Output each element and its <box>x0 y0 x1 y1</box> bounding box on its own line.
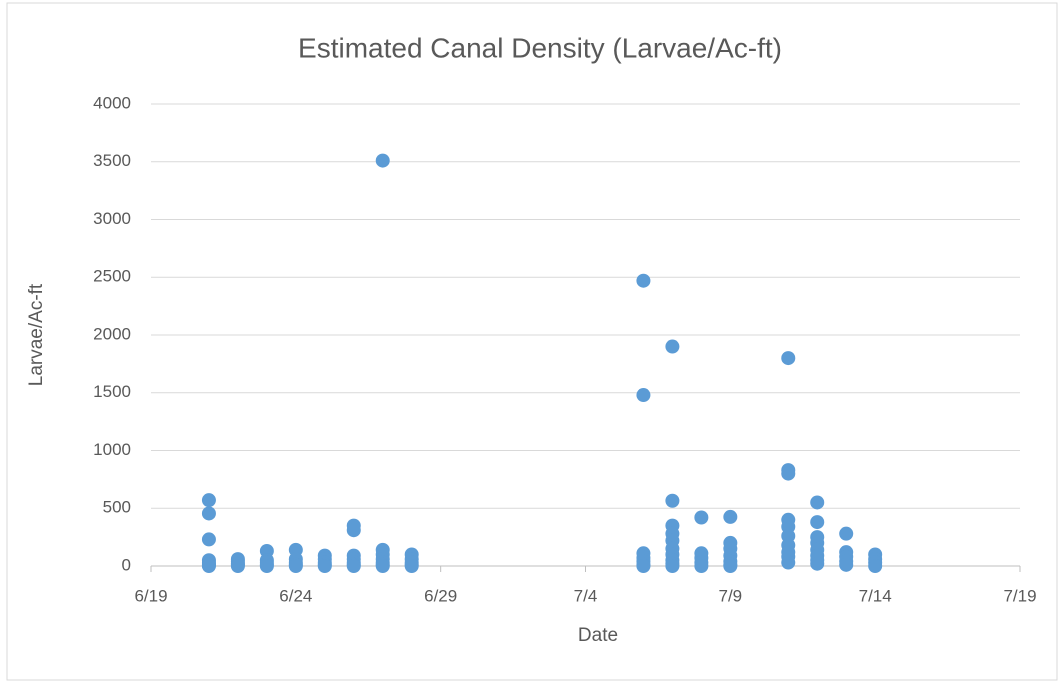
data-point <box>723 509 738 524</box>
data-point <box>868 559 883 573</box>
x-tick-label: 6/19 <box>134 586 167 605</box>
data-point <box>346 523 361 538</box>
data-point <box>665 493 680 508</box>
y-tick-label: 3000 <box>93 209 131 228</box>
data-point <box>636 273 651 288</box>
data-point <box>201 532 216 547</box>
y-tick-label: 0 <box>122 555 131 574</box>
data-point <box>781 466 796 481</box>
y-tick-label: 1500 <box>93 382 131 401</box>
data-point <box>694 559 709 573</box>
data-point <box>636 388 651 403</box>
y-tick-label: 2000 <box>93 324 131 343</box>
data-point <box>810 515 825 530</box>
data-point <box>781 351 796 366</box>
data-point <box>201 506 216 521</box>
y-tick-label: 500 <box>103 498 131 517</box>
x-tick-label: 7/19 <box>1003 586 1036 605</box>
x-tick-label: 6/29 <box>424 586 457 605</box>
data-point <box>288 559 303 573</box>
x-tick-label: 6/24 <box>279 586 312 605</box>
x-tick-label: 7/14 <box>859 586 892 605</box>
data-point <box>201 493 216 508</box>
data-point <box>781 555 796 570</box>
chart-title: Estimated Canal Density (Larvae/Ac-ft) <box>298 32 782 63</box>
data-point <box>839 557 854 572</box>
data-point <box>259 559 274 573</box>
data-point <box>810 556 825 571</box>
data-point <box>723 559 738 573</box>
data-point <box>665 339 680 354</box>
y-tick-label: 3500 <box>93 151 131 170</box>
data-point <box>810 495 825 510</box>
data-point <box>694 510 709 525</box>
x-tick-label: 7/9 <box>719 586 743 605</box>
data-point <box>375 153 390 168</box>
chart-border <box>6 2 1058 681</box>
data-point <box>375 559 390 573</box>
data-point <box>404 559 419 573</box>
y-tick-label: 1000 <box>93 440 131 459</box>
x-axis-label: Date <box>578 625 618 646</box>
y-tick-label: 4000 <box>93 93 131 112</box>
y-tick-label: 2500 <box>93 267 131 286</box>
data-point <box>230 559 245 573</box>
data-point <box>665 559 680 573</box>
data-point <box>636 559 651 573</box>
x-tick-label: 7/4 <box>574 586 598 605</box>
data-point <box>317 559 332 573</box>
data-point <box>201 559 216 573</box>
data-point <box>839 526 854 541</box>
data-point <box>346 559 361 573</box>
y-axis-label: Larvae/Ac-ft <box>26 283 47 386</box>
